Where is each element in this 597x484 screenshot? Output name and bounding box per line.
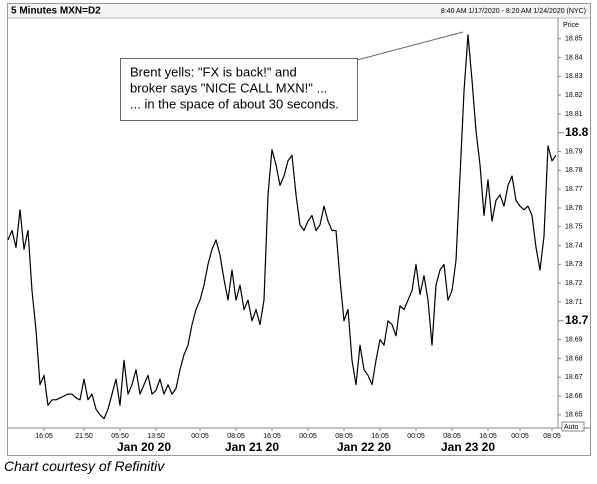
x-tick-label: 05:50 — [111, 433, 129, 440]
annotation-box — [120, 58, 358, 121]
annotation-line: ... in the space of about 30 seconds. — [130, 96, 339, 111]
y-tick-label: 18.72 — [565, 280, 583, 287]
y-tick-label: 18.74 — [565, 242, 583, 249]
auto-button-label[interactable]: Auto — [564, 424, 579, 431]
x-tick-label: 00:05 — [407, 433, 425, 440]
caption: Chart courtesy of Refinitiv — [4, 458, 165, 474]
day-label: Jan 21 20 — [225, 440, 279, 454]
x-tick-label: 08:05 — [543, 433, 561, 440]
x-tick-label: 16:05 — [35, 433, 53, 440]
y-tick-label: 18.8 — [565, 125, 589, 139]
y-tick-label: 18.7 — [565, 313, 589, 327]
x-tick-label: 08:05 — [443, 433, 461, 440]
y-tick-label: 18.71 — [565, 299, 583, 306]
y-tick-label: 18.81 — [565, 111, 583, 118]
x-tick-label: 21:50 — [75, 433, 93, 440]
x-tick-label: 00:05 — [299, 433, 317, 440]
y-axis-label: Price — [563, 22, 579, 29]
y-tick-label: 18.73 — [565, 261, 583, 268]
day-label: Jan 22 20 — [337, 440, 391, 454]
day-label: Jan 23 20 — [441, 440, 495, 454]
y-tick-label: 18.76 — [565, 205, 583, 212]
annotation-leader — [356, 31, 464, 61]
y-tick-label: 18.85 — [565, 36, 583, 43]
y-tick-label: 18.82 — [565, 92, 583, 99]
chart-title: 5 Minutes MXN=D2 — [11, 6, 101, 17]
x-tick-label: 08:05 — [335, 433, 353, 440]
y-tick-label: 18.77 — [565, 186, 583, 193]
chart-subtitle: 8:40 AM 1/17/2020 - 8:20 AM 1/24/2020 (N… — [441, 8, 586, 15]
y-tick-label: 18.75 — [565, 224, 583, 231]
y-tick-label: 18.68 — [565, 355, 583, 362]
y-tick-label: 18.79 — [565, 148, 583, 155]
y-tick-label: 18.65 — [565, 412, 583, 419]
x-tick-label: 00:05 — [191, 433, 209, 440]
x-tick-label: 13:50 — [147, 433, 165, 440]
y-tick-label: 18.69 — [565, 336, 583, 343]
annotation-line: Brent yells: "FX is back!" and — [130, 64, 297, 79]
x-tick-label: 16:05 — [263, 433, 281, 440]
x-tick-label: 16:05 — [371, 433, 389, 440]
x-tick-label: 00:05 — [511, 433, 529, 440]
price-line — [7, 34, 557, 420]
auto-button[interactable] — [561, 421, 585, 432]
y-tick-label: 18.67 — [565, 374, 583, 381]
chart: 5 Minutes MXN=D2 8:40 AM 1/17/2020 - 8:2… — [7, 3, 591, 456]
y-tick-label: 18.78 — [565, 167, 583, 174]
x-tick-label: 08:05 — [227, 433, 245, 440]
annotation-line: broker says "NICE CALL MXN!" ... — [130, 80, 327, 95]
y-tick-label: 18.84 — [565, 54, 583, 61]
y-tick-label: 18.83 — [565, 73, 583, 80]
day-label: Jan 20 20 — [117, 440, 171, 454]
header-bar — [8, 4, 590, 18]
x-tick-label: 16:05 — [479, 433, 497, 440]
y-tick-label: 18.66 — [565, 393, 583, 400]
